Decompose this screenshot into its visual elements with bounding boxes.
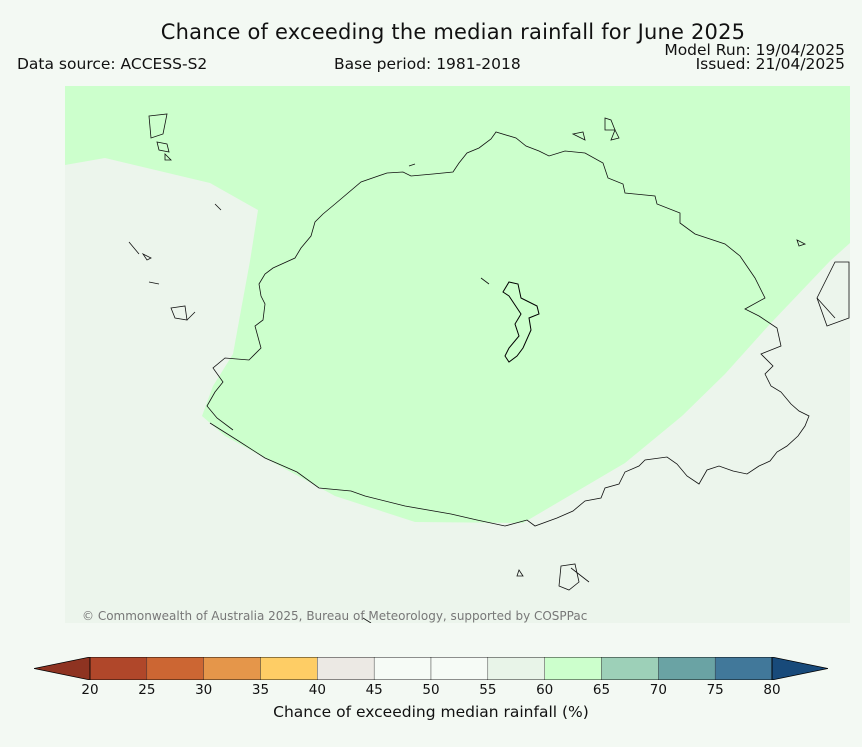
colorbar-tick-label: 30 [195,682,213,698]
colorbar-cell [658,657,716,680]
colorbar-tick-label: 40 [308,682,326,698]
colorbar-tick-label: 50 [422,682,440,698]
colorbar-tick-label: 35 [251,682,270,698]
issued-label: Issued: 21/04/2025 [695,55,845,73]
colorbar-tick-label: 70 [649,682,667,698]
colorbar-cell [146,657,204,680]
colorbar-tick-label: 45 [365,682,383,698]
colorbar-cell [260,657,318,680]
model-run-label: Model Run: 19/04/2025 [664,41,845,59]
map-canvas [65,86,850,623]
colorbar-cell [317,657,375,680]
colorbar-tick-label: 25 [138,682,156,698]
small-islands [128,113,850,623]
forecast-map: © Commonwealth of Australia 2025, Bureau… [65,86,850,623]
data-source-label: Data source: ACCESS-S2 [17,55,208,73]
colorbar-tick-label: 20 [81,682,99,698]
colorbar-tick-label: 55 [479,682,497,698]
colorbar-cell [714,657,773,680]
colorbar-cell [373,657,432,680]
colorbar-cell [601,657,659,680]
copyright-credit: © Commonwealth of Australia 2025, Bureau… [82,609,588,623]
colorbar [34,657,828,680]
colorbar-cell [544,657,602,680]
probability-60-65-region [65,86,850,523]
central-island [502,281,540,363]
colorbar-tick-label: 65 [592,682,611,698]
colorbar-tick-label: 80 [763,682,781,698]
colorbar-cell [430,657,489,680]
colorbar-cell [487,657,545,680]
colorbar-tick-label: 60 [536,682,554,698]
base-period-label: Base period: 1981-2018 [334,55,521,73]
coastline-main [206,131,810,527]
colorbar-border [89,657,773,680]
colorbar-over-arrow [771,657,828,680]
colorbar-cells [89,657,773,680]
colorbar-under-arrow [34,657,91,680]
colorbar-title: Chance of exceeding median rainfall (%) [273,703,589,721]
colorbar-tick-label: 75 [706,682,724,698]
map-title: Chance of exceeding the median rainfall … [160,20,746,44]
colorbar-cell [89,657,148,680]
colorbar-cell [203,657,261,680]
